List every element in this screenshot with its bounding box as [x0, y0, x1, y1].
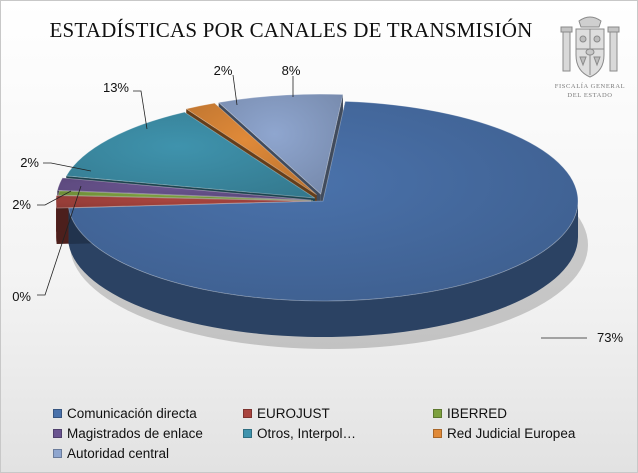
coat-of-arms-logo [560, 16, 620, 78]
legend-label: Autoridad central [67, 446, 170, 461]
data-label: 8% [282, 63, 301, 78]
data-label: 0% [12, 289, 31, 304]
pie-slice-side [68, 201, 578, 337]
legend-item: Comunicación directa [53, 406, 197, 421]
data-label: 73% [597, 330, 623, 345]
pie-slice-otros-interpol- [65, 111, 316, 199]
logo-text-line2: DEL ESTADO [567, 92, 613, 99]
leader-line [133, 90, 148, 130]
legend-swatch [53, 409, 62, 418]
pie-slice-autoridad-central [217, 93, 344, 195]
data-label: 2% [20, 155, 39, 170]
legend-label: Otros, Interpol… [257, 426, 357, 441]
pie-slice-red-judicial-europea [185, 102, 317, 196]
legend-swatch [433, 429, 442, 438]
legend-swatch [433, 409, 442, 418]
pie-slice-eurojust [55, 195, 312, 209]
legend-swatch [53, 429, 62, 438]
legend-label: Comunicación directa [67, 406, 197, 421]
legend-label: IBERRED [447, 406, 508, 421]
legend-item: Magistrados de enlace [53, 426, 203, 441]
legend-item: EUROJUST [243, 406, 330, 421]
leader-line [43, 162, 92, 172]
logo-text-line1: FISCALÍA GENERAL [554, 83, 626, 90]
data-label: 2% [214, 63, 233, 78]
chart-title: ESTADÍSTICAS POR CANALES DE TRANSMISIÓN [49, 18, 533, 42]
legend-label: EUROJUST [257, 406, 330, 421]
pie-slice-iberred [57, 190, 314, 202]
data-label: 2% [12, 197, 31, 212]
legend-item: Otros, Interpol… [243, 426, 356, 441]
legend-swatch [243, 429, 252, 438]
legend-item: Autoridad central [53, 446, 169, 461]
leader-line [37, 190, 72, 206]
legend-swatch [53, 449, 62, 458]
legend-item: Red Judicial Europea [433, 426, 575, 441]
data-label: 13% [103, 80, 129, 95]
legend-label: Magistrados de enlace [67, 426, 203, 441]
pie-slice-magistrados-de-enlace [56, 177, 312, 201]
leader-line [37, 185, 82, 296]
legend-label: Red Judicial Europea [447, 426, 576, 441]
legend-item: IBERRED [433, 406, 507, 421]
leader-line [232, 74, 238, 106]
legend-swatch [243, 409, 252, 418]
pie-slice-comunicaci-n-directa [68, 100, 579, 302]
